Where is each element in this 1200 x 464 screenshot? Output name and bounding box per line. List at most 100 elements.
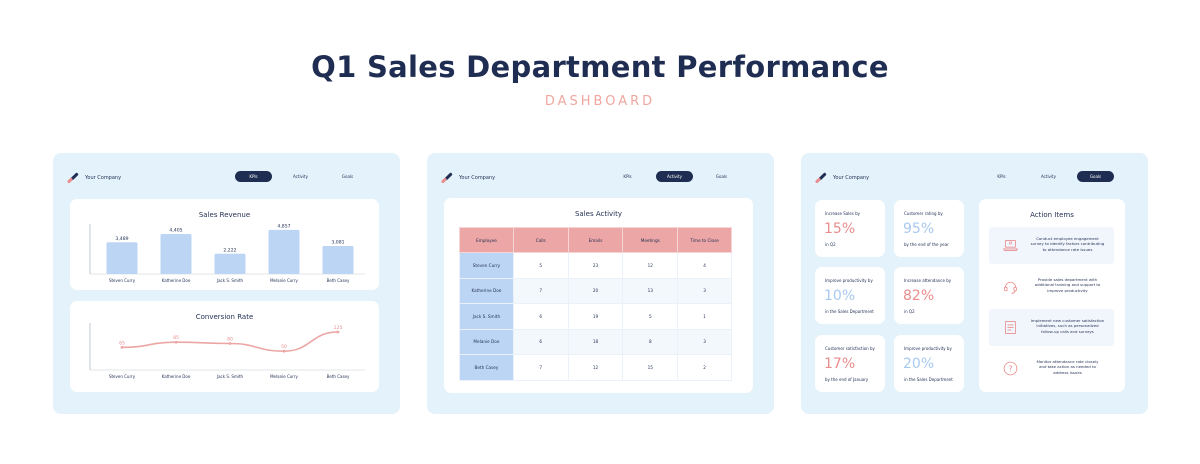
tick-label: Jack S. Smith xyxy=(216,374,244,379)
cell: 7 xyxy=(512,354,569,381)
bar xyxy=(160,233,192,274)
table-row: Katherine Doe 7 20 13 3 xyxy=(459,277,732,304)
tick-label: Melanie Curry xyxy=(270,374,298,379)
cell-employee: Katherine Doe xyxy=(459,277,514,304)
nav-tabs: KPIs Activity Goals xyxy=(973,171,1114,182)
tick-label: Jack S. Smith xyxy=(216,278,244,283)
action-item: ? Monitor attendance rate closely and tak… xyxy=(989,350,1114,387)
cell: 6 xyxy=(512,303,569,330)
action-text: Conduct employee engagement survey to ide… xyxy=(1030,236,1105,252)
brand: Your Company xyxy=(814,172,870,184)
bar xyxy=(322,245,354,274)
cell: 3 xyxy=(677,277,732,304)
kpi-label: Customer satisfaction by xyxy=(825,346,875,351)
kpi-value: 17% xyxy=(824,356,856,372)
brand-name: Your Company xyxy=(459,175,496,181)
kpi-note: by the end of January xyxy=(825,377,869,382)
company-logo-icon xyxy=(814,172,827,184)
tick-label: Steven Curry xyxy=(109,374,136,379)
question-icon: ? xyxy=(1003,361,1018,376)
data-label: 4,857 xyxy=(277,223,290,229)
data-label: 4,405 xyxy=(169,227,182,233)
kpi-note: in Q2 xyxy=(825,242,836,247)
data-label: 3,489 xyxy=(115,236,128,242)
kpi-label: Increase attendance by xyxy=(904,278,952,283)
kpi-note: in the Sales Department xyxy=(825,309,874,314)
tick-label: Beth Casey xyxy=(327,278,350,283)
cell-employee: Beth Casey xyxy=(459,354,514,381)
cell: 12 xyxy=(622,252,679,279)
tab-kpis[interactable]: KPIs xyxy=(623,174,632,179)
sales-revenue-chart: 3,489 Steven Curry 4,405 Katherine Doe 2,222… xyxy=(89,223,365,283)
checklist-icon xyxy=(1004,321,1017,334)
tick-label: Steven Curry xyxy=(109,278,136,283)
kpi-value: 95% xyxy=(903,221,935,237)
laptop-icon xyxy=(1003,239,1018,252)
kpi-card: Increase Sales by 15% in Q2 xyxy=(815,200,885,257)
kpi-value: 15% xyxy=(824,221,856,237)
kpi-card: Improve productivity by 20% in the Sales… xyxy=(894,335,964,392)
data-label: 125 xyxy=(334,325,343,331)
tab-goals[interactable]: Goals xyxy=(1077,171,1114,182)
sales-revenue-title: Sales Revenue xyxy=(198,211,251,219)
cell: 20 xyxy=(567,277,624,304)
data-point xyxy=(336,330,340,334)
cell: 5 xyxy=(622,303,679,330)
cell: 13 xyxy=(622,277,679,304)
tab-goals[interactable]: Goals xyxy=(715,174,728,179)
data-point xyxy=(174,340,178,344)
cell-employee: Steven Curry xyxy=(459,252,514,279)
kpi-card: Increase attendance by 82% in Q2 xyxy=(894,267,964,324)
data-point xyxy=(120,345,124,349)
page-subtitle: DASHBOARD xyxy=(544,94,656,109)
tab-kpis[interactable]: KPIs xyxy=(997,174,1006,179)
col-header: Meetings xyxy=(622,227,679,253)
data-point xyxy=(282,349,286,353)
sales-activity-title: Sales Activity xyxy=(574,210,623,218)
company-logo-icon xyxy=(440,172,453,184)
cell: 6 xyxy=(512,328,569,355)
action-item: Provide sales department with additional … xyxy=(989,268,1114,305)
data-label: 3,081 xyxy=(331,239,344,245)
action-items-card: Action Items Conduct employee engagement… xyxy=(979,199,1125,392)
col-header: Calls xyxy=(512,227,569,253)
goals-panel: Your Company KPIs Activity Goals Increas… xyxy=(801,153,1148,414)
brand-name: Your Company xyxy=(833,175,870,181)
tab-goals[interactable]: Goals xyxy=(341,174,354,179)
svg-text:?: ? xyxy=(1008,364,1012,373)
nav-tabs: KPIs Activity Goals xyxy=(225,171,366,182)
action-item: Conduct employee engagement survey to ide… xyxy=(989,227,1114,264)
action-text: Provide sales department with additional … xyxy=(1034,277,1101,293)
kpi-value: 20% xyxy=(903,356,935,372)
action-items-title: Action Items xyxy=(1030,211,1074,219)
brand: Your Company xyxy=(66,172,122,184)
kpi-value: 10% xyxy=(824,288,856,304)
tab-activity[interactable]: Activity xyxy=(1041,174,1056,179)
tab-kpis[interactable]: KPIs xyxy=(235,171,272,182)
tick-label: Melanie Curry xyxy=(270,278,298,283)
table-row: Melanie Doe 6 18 8 3 xyxy=(459,328,732,355)
data-label: 2,222 xyxy=(223,247,236,253)
conversion-rate-chart: 65 Steven Curry 85 Katherine Doe 80 Jack S. S… xyxy=(89,323,365,379)
bar xyxy=(268,229,300,274)
page-title: Q1 Sales Department Performance xyxy=(311,50,889,84)
kpi-card: Customer rating by 95% by the end of the… xyxy=(894,200,964,257)
cell: 23 xyxy=(567,252,624,279)
sales-revenue-card: Sales Revenue 3,489 Steven Curry 4,405 Kath… xyxy=(70,199,379,290)
cell: 1 xyxy=(677,303,732,330)
kpi-label: Improve productivity by xyxy=(904,346,952,351)
data-label: 80 xyxy=(227,337,233,343)
cell: 8 xyxy=(622,328,679,355)
brand-name: Your Company xyxy=(85,175,122,181)
headset-icon xyxy=(1004,281,1017,294)
cell: 7 xyxy=(512,277,569,304)
cell-employee: Jack S. Smith xyxy=(459,303,514,330)
tab-activity[interactable]: Activity xyxy=(293,174,308,179)
activity-panel: Your Company KPIs Activity Goals Sales A… xyxy=(427,153,774,414)
col-header: Employee xyxy=(459,227,514,253)
col-header: Emails xyxy=(567,227,624,253)
data-label: 50 xyxy=(281,344,287,350)
kpi-note: in Q2 xyxy=(904,309,915,314)
tab-activity[interactable]: Activity xyxy=(656,171,693,182)
action-text: Monitor attendance rate closely and take … xyxy=(1036,359,1099,375)
